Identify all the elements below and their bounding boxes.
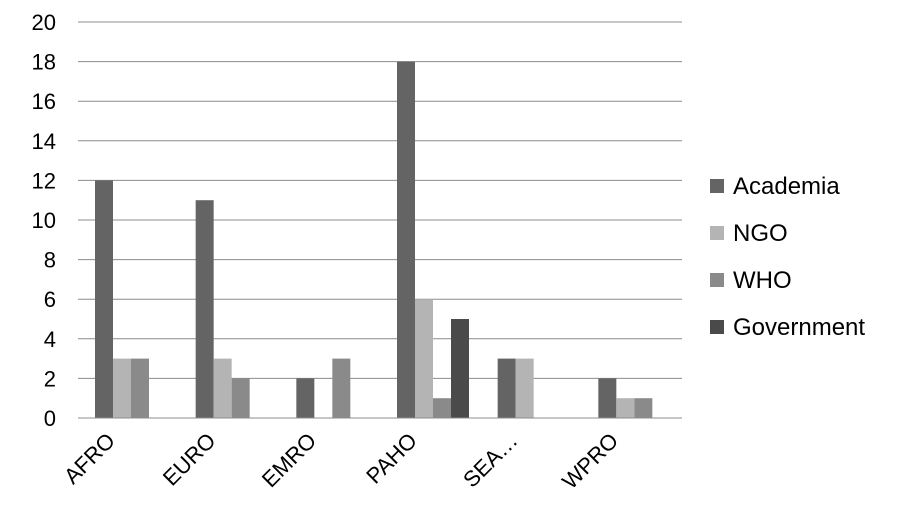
legend-label: NGO <box>733 220 788 247</box>
legend-swatch <box>710 226 724 240</box>
bar <box>213 358 232 418</box>
y-tick-label: 2 <box>44 366 56 391</box>
bar <box>113 358 131 418</box>
bar <box>231 378 250 418</box>
y-tick-label: 8 <box>44 248 56 273</box>
legend-label: WHO <box>733 267 792 294</box>
legend-swatch <box>710 179 724 193</box>
y-tick-label: 16 <box>32 89 56 114</box>
y-tick-label: 6 <box>44 287 56 312</box>
bar <box>131 358 149 418</box>
bar <box>616 398 635 418</box>
y-axis-ticks: 0 2 4 6 8 10 12 14 16 18 20 <box>32 10 56 431</box>
y-tick-label: 0 <box>44 406 56 431</box>
x-tick-label: WPRO <box>557 428 623 494</box>
x-tick-label: EURO <box>158 428 221 491</box>
legend: Academia NGO WHO Government <box>710 173 865 341</box>
x-tick-label: PAHO <box>361 428 422 489</box>
bar <box>332 358 351 418</box>
x-axis-ticks: AFRO EURO EMRO PAHO SEA… WPRO <box>59 428 623 494</box>
x-tick-label: EMRO <box>257 428 321 492</box>
bars <box>95 61 653 418</box>
bar <box>497 358 516 418</box>
bar <box>515 358 534 418</box>
bar <box>95 180 113 418</box>
bar <box>296 378 315 418</box>
y-tick-label: 12 <box>32 168 56 193</box>
y-tick-label: 14 <box>32 129 56 154</box>
x-tick-label: SEA… <box>458 428 522 492</box>
x-tick-label: AFRO <box>59 428 120 489</box>
bar <box>451 319 469 418</box>
legend-label: Academia <box>733 173 840 200</box>
legend-swatch <box>710 320 724 334</box>
y-tick-label: 20 <box>32 10 56 35</box>
legend-label: Government <box>733 314 865 341</box>
bar <box>415 299 433 418</box>
y-tick-label: 10 <box>32 208 56 233</box>
y-tick-label: 4 <box>44 327 56 352</box>
bar <box>195 200 214 418</box>
legend-swatch <box>710 273 724 287</box>
gridlines <box>78 21 682 379</box>
bar <box>634 398 653 418</box>
bar <box>598 378 617 418</box>
y-tick-label: 18 <box>32 50 56 75</box>
bar <box>397 61 415 418</box>
bar <box>433 398 451 418</box>
